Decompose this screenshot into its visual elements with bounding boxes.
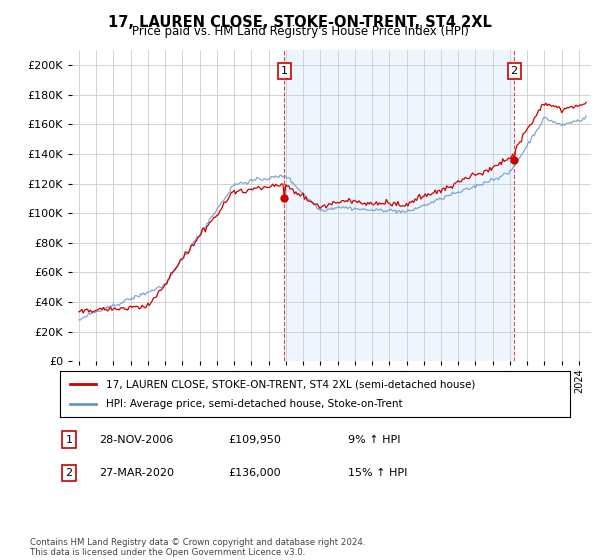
Text: 9% ↑ HPI: 9% ↑ HPI — [348, 435, 401, 445]
Text: Contains HM Land Registry data © Crown copyright and database right 2024.
This d: Contains HM Land Registry data © Crown c… — [30, 538, 365, 557]
Text: £136,000: £136,000 — [228, 468, 281, 478]
Text: HPI: Average price, semi-detached house, Stoke-on-Trent: HPI: Average price, semi-detached house,… — [106, 399, 403, 409]
Text: £109,950: £109,950 — [228, 435, 281, 445]
Text: 1: 1 — [281, 66, 288, 76]
Text: 2: 2 — [65, 468, 73, 478]
Text: 17, LAUREN CLOSE, STOKE-ON-TRENT, ST4 2XL (semi-detached house): 17, LAUREN CLOSE, STOKE-ON-TRENT, ST4 2X… — [106, 379, 475, 389]
Bar — [284, 50, 514, 361]
Text: 28-NOV-2006: 28-NOV-2006 — [99, 435, 173, 445]
Text: 15% ↑ HPI: 15% ↑ HPI — [348, 468, 407, 478]
Text: 17, LAUREN CLOSE, STOKE-ON-TRENT, ST4 2XL: 17, LAUREN CLOSE, STOKE-ON-TRENT, ST4 2X… — [108, 15, 492, 30]
Text: 1: 1 — [65, 435, 73, 445]
Text: 27-MAR-2020: 27-MAR-2020 — [99, 468, 174, 478]
Text: Price paid vs. HM Land Registry's House Price Index (HPI): Price paid vs. HM Land Registry's House … — [131, 25, 469, 38]
Text: 2: 2 — [511, 66, 518, 76]
